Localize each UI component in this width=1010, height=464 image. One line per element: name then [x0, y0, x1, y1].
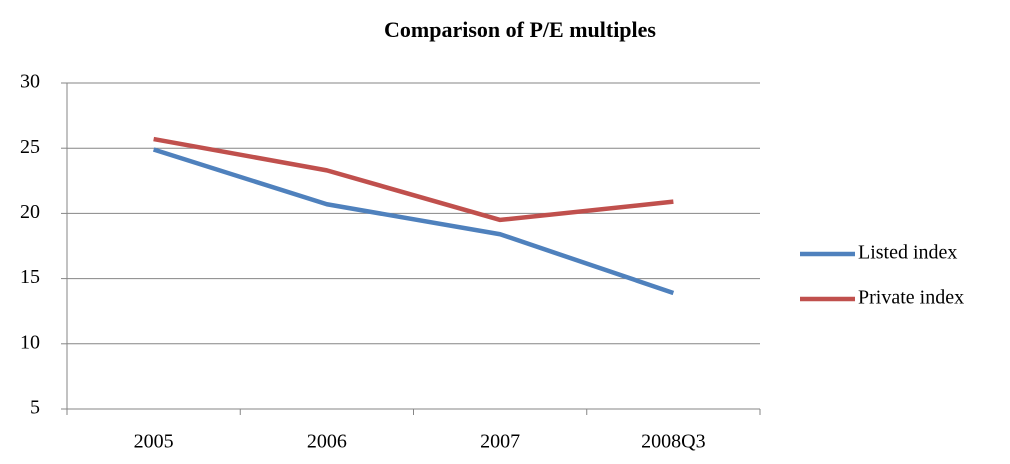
legend-label: Private index	[858, 287, 964, 309]
x-tick-label: 2006	[307, 431, 347, 453]
legend-label: Listed index	[858, 242, 957, 264]
x-tick-label: 2007	[480, 431, 520, 453]
y-tick-label: 20	[20, 201, 40, 223]
y-tick-label: 10	[20, 331, 40, 353]
y-tick-label: 30	[20, 71, 40, 93]
x-tick-label: 2005	[134, 431, 174, 453]
y-tick-label: 25	[20, 136, 40, 158]
y-tick-label: 5	[30, 397, 40, 419]
series-line	[153, 136, 674, 223]
x-tick-label: 2008Q3	[641, 431, 705, 453]
chart-title: Comparison of P/E multiples	[384, 17, 656, 42]
series-line	[152, 147, 675, 296]
y-tick-label: 15	[20, 266, 40, 288]
